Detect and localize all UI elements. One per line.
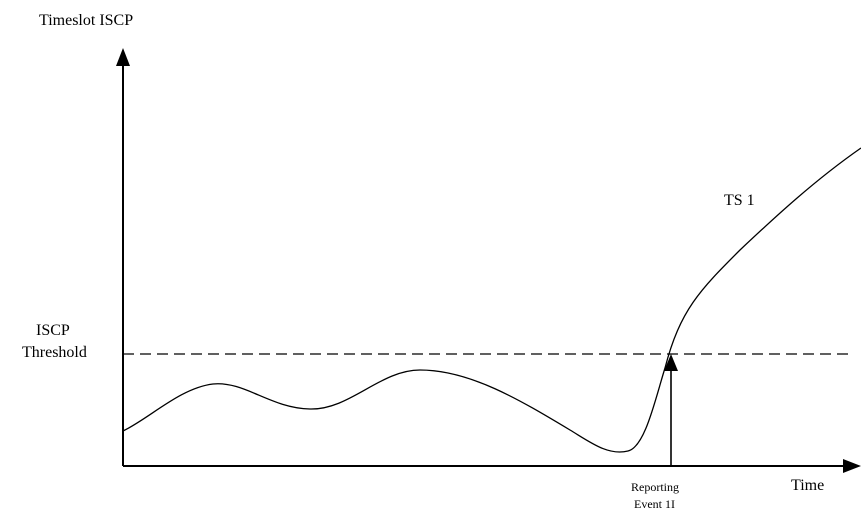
ts1-curve [122, 147, 861, 453]
threshold-label-line1: ISCP [36, 322, 70, 339]
threshold-label-line2: Threshold [22, 344, 87, 361]
event-label-line2: Event 1I [634, 497, 675, 511]
event-arrow-up-icon [664, 354, 678, 371]
x-axis-label: Time [791, 477, 825, 494]
x-axis-arrowhead-icon [843, 459, 861, 473]
curve-label: TS 1 [724, 192, 755, 209]
y-axis-arrowhead-icon [116, 48, 130, 66]
event-label-line1: Reporting [631, 480, 679, 494]
y-axis-label: Timeslot ISCP [39, 12, 134, 29]
